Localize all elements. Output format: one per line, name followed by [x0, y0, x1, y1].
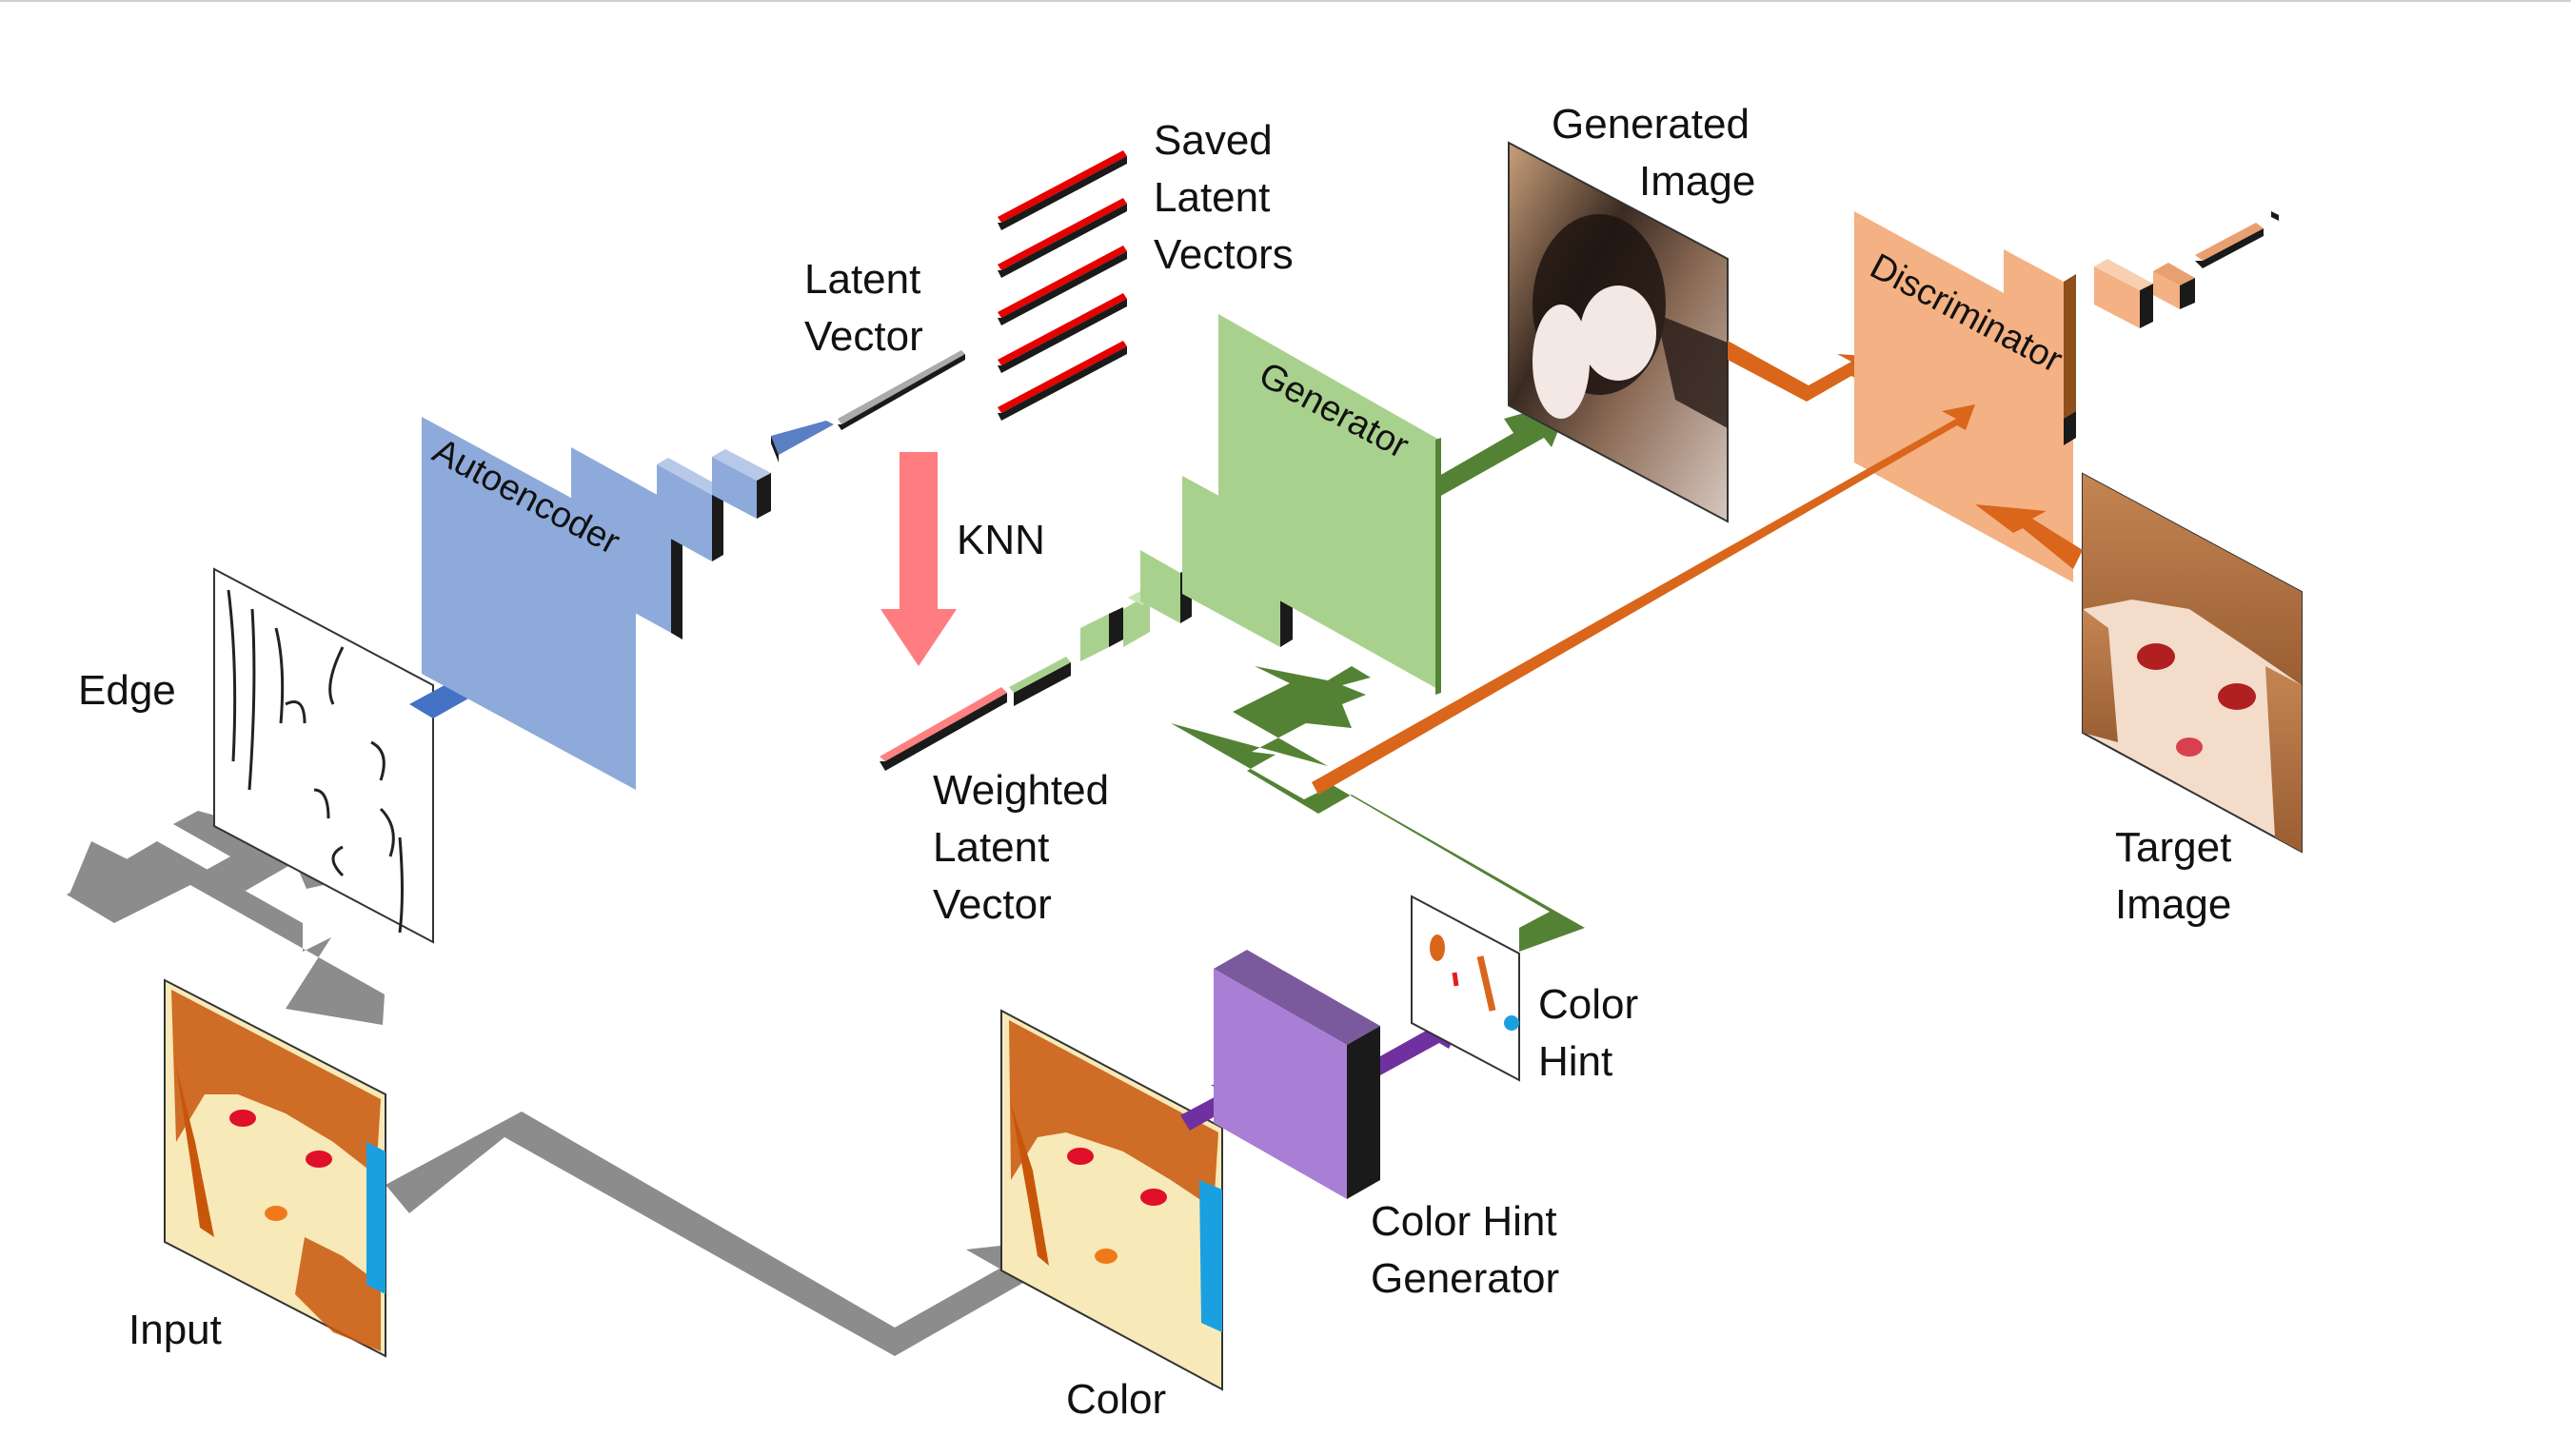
latent-vector-bar: [838, 350, 965, 430]
knn-arrow: [880, 452, 957, 666]
edge-image: [213, 567, 434, 944]
color-hint-label-1: Color: [1538, 981, 1638, 1028]
target-label-1: Target: [2115, 824, 2231, 871]
input-image: [164, 978, 386, 1358]
generated-to-discriminator-arrow: [1728, 341, 1880, 402]
saved-latent-label-3: Vectors: [1154, 231, 1294, 278]
input-label: Input: [129, 1307, 222, 1353]
generated-image: [1508, 141, 1729, 523]
color-hint-generator-label-2: Generator: [1371, 1255, 1559, 1302]
saved-latent-label-1: Saved: [1154, 117, 1273, 164]
saved-latent-label-2: Latent: [1154, 174, 1270, 221]
color-hint-label-2: Hint: [1538, 1038, 1612, 1085]
saved-latent-vectors: [998, 150, 1127, 421]
generator-block: [1009, 314, 1441, 706]
target-to-discriminator-arrow: [1975, 504, 2083, 569]
color-hint-generator-block: [1214, 950, 1380, 1199]
input-to-color-arrow: [386, 1112, 1061, 1356]
color-hint-generator-label-1: Color Hint: [1371, 1198, 1557, 1245]
latent-vector-label-2: Vector: [804, 313, 923, 360]
latent-vector-label-1: Latent: [804, 256, 920, 303]
target-image: [2082, 472, 2303, 854]
generated-label-2: Image: [1639, 158, 1755, 205]
weighted-label-3: Vector: [933, 881, 1052, 928]
edge-label: Edge: [78, 667, 176, 714]
generated-label-1: Generated: [1552, 101, 1750, 148]
generator-to-image-arrow: [1439, 400, 1571, 497]
discriminator-block: [1854, 211, 2279, 582]
autoencoder-block: [422, 417, 834, 790]
color-label: Color: [1066, 1376, 1166, 1423]
hint-to-generator-arrow: [1171, 666, 1585, 952]
target-label-2: Image: [2115, 881, 2231, 928]
weighted-label-2: Latent: [933, 824, 1049, 871]
color-hint-image: [1411, 895, 1520, 1082]
hint-to-discriminator-arrow: [1312, 404, 1975, 795]
color-image: [1000, 1009, 1223, 1391]
knn-label: KNN: [957, 517, 1045, 563]
weighted-label-1: Weighted: [933, 767, 1109, 814]
weighted-latent-vector-bar: [880, 687, 1007, 771]
